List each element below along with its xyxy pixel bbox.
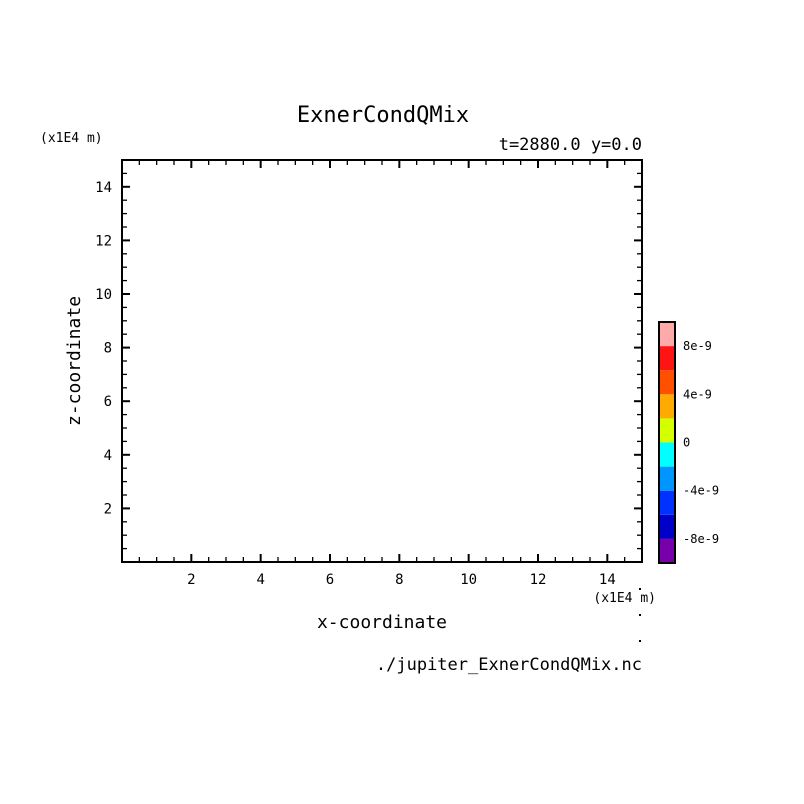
x-tick-label: 12 [530, 572, 547, 588]
colorbar-bin [659, 442, 675, 467]
y-tick-label: 8 [104, 341, 112, 357]
y-unit-label: (x1E4 m) [40, 131, 103, 146]
colorbar-tick-label: 8e-9 [683, 339, 712, 353]
y-tick-label: 4 [104, 448, 112, 464]
colorbar-tick-label: 4e-9 [683, 387, 712, 401]
colorbar-bin [659, 514, 675, 539]
colorbar-bin [659, 538, 675, 563]
colorbar-tick-label: -8e-9 [683, 532, 719, 546]
colorbar-bin [659, 418, 675, 443]
chart-title: ExnerCondQMix [297, 103, 469, 128]
marker-dot [639, 614, 641, 616]
marker-dot [639, 640, 641, 642]
chart-subtitle: t=2880.0 y=0.0 [499, 135, 642, 155]
colorbar-bin [659, 322, 675, 347]
x-tick-label: 10 [460, 572, 477, 588]
colorbar-frame [658, 321, 676, 564]
y-tick-label: 10 [95, 287, 112, 303]
marker-dot [639, 588, 641, 590]
y-tick-label: 2 [104, 501, 112, 517]
colorbar-bin [659, 490, 675, 515]
y-tick-label: 12 [95, 233, 112, 249]
colorbar-tick-label: 0 [683, 436, 690, 450]
colorbar-tick-label: -4e-9 [683, 484, 719, 498]
colorbar-bin [659, 370, 675, 395]
colorbar: 8e-9 4e-9 0 -4e-9 -8e-9 [658, 321, 719, 564]
x-tick-label: 6 [326, 572, 334, 588]
y-tick-label: 6 [104, 394, 112, 410]
axes: 2 4 6 8 10 12 14 2 4 6 8 10 12 14 [95, 159, 643, 642]
plot-frame [121, 159, 643, 563]
colorbar-bin [659, 346, 675, 371]
x-axis-label: x-coordinate [317, 612, 447, 633]
x-tick-label: 14 [599, 572, 616, 588]
source-file-label: ./jupiter_ExnerCondQMix.nc [376, 655, 642, 675]
colorbar-bin [659, 394, 675, 419]
y-axis-label: z-coordinate [64, 296, 85, 426]
x-tick-label: 4 [256, 572, 264, 588]
x-tick-label: 8 [395, 572, 403, 588]
colorbar-bin [659, 466, 675, 491]
x-tick-label: 2 [187, 572, 195, 588]
y-tick-label: 14 [95, 180, 112, 196]
x-unit-label: (x1E4 m) [593, 591, 656, 606]
